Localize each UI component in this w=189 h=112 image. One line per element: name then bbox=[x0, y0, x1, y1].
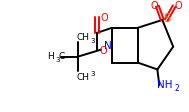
Text: 2: 2 bbox=[175, 83, 180, 92]
Text: N: N bbox=[104, 41, 112, 51]
Text: H: H bbox=[47, 52, 53, 61]
Text: CH: CH bbox=[77, 33, 90, 42]
Text: 3: 3 bbox=[91, 71, 95, 77]
Text: NH: NH bbox=[156, 80, 172, 89]
Text: C: C bbox=[58, 52, 64, 61]
Text: O: O bbox=[174, 1, 182, 11]
Text: 3: 3 bbox=[91, 37, 95, 43]
Text: O: O bbox=[100, 13, 108, 23]
Text: 3: 3 bbox=[55, 56, 60, 62]
Text: CH: CH bbox=[77, 72, 90, 81]
Text: O: O bbox=[99, 45, 107, 55]
Text: S: S bbox=[163, 12, 171, 25]
Text: O: O bbox=[151, 1, 158, 11]
